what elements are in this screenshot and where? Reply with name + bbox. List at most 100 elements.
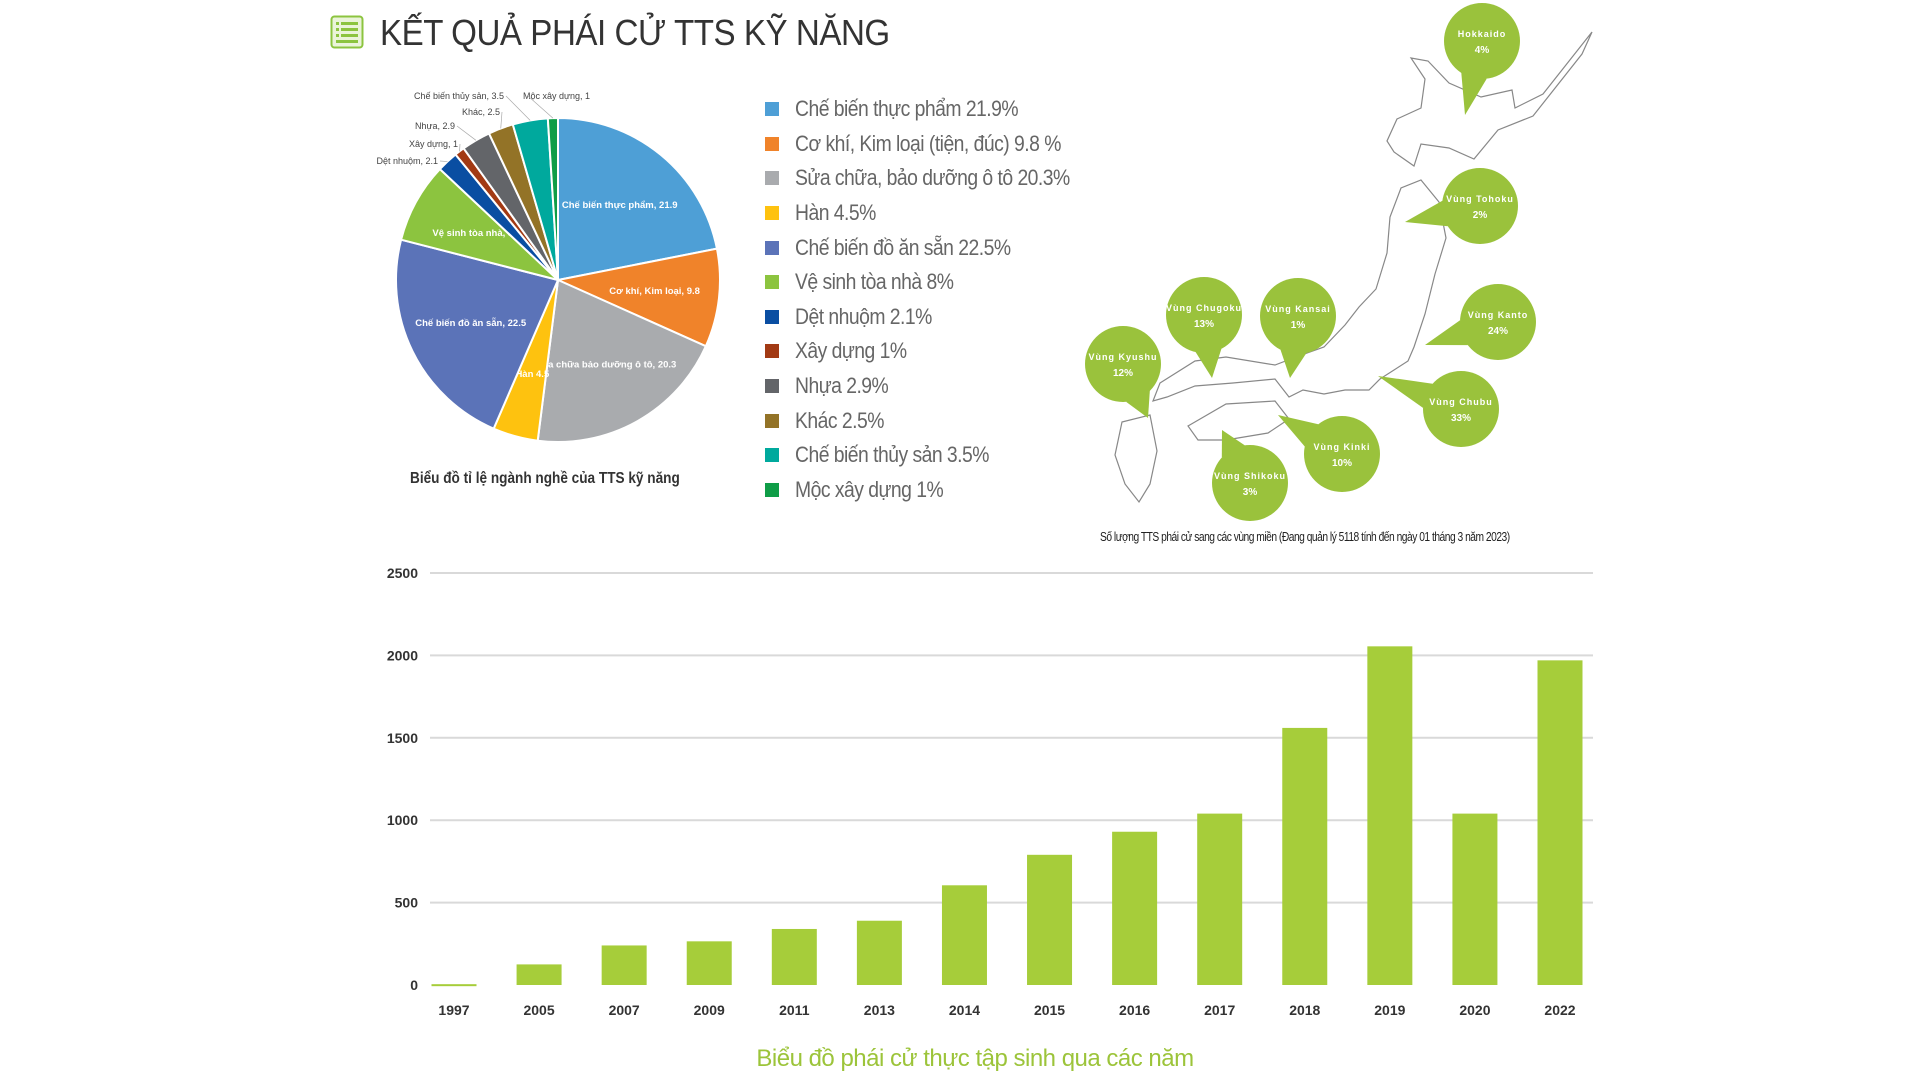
- region-value: 24%: [1488, 326, 1508, 337]
- pie-slice-label: Vệ sinh tòa nhà, 8: [432, 228, 513, 239]
- bar: [1537, 660, 1583, 985]
- y-tick-label: 1500: [387, 730, 418, 746]
- legend-item: Vệ sinh tòa nhà 8%: [765, 265, 1107, 300]
- legend-swatch: [765, 344, 779, 359]
- region-bubble: Vùng Kansai 1%: [1260, 278, 1336, 378]
- bar: [1027, 854, 1073, 985]
- region-name: Vùng Kansai: [1265, 304, 1331, 314]
- leader-line: [439, 160, 448, 162]
- leader-line: [527, 95, 554, 119]
- bubble-tail: [1280, 349, 1307, 378]
- pie-legend: Chế biến thực phẩm 21.9% Cơ khí, Kim loại…: [765, 92, 1107, 507]
- pie-slice-label: Dệt nhuộm, 2.1: [376, 156, 438, 166]
- legend-swatch: [765, 206, 779, 221]
- region-name: Vùng Kanto: [1468, 310, 1529, 320]
- legend-label: Dệt nhuộm 2.1%: [795, 303, 932, 329]
- bar: [1282, 727, 1328, 985]
- pie-slice-label: Nhựa, 2.9: [415, 121, 455, 131]
- pie-slice-label: Mộc xây dựng, 1: [523, 91, 590, 101]
- legend-swatch: [765, 136, 779, 151]
- pie-slice-label: Sửa chữa bảo dưỡng ô tô, 20.3: [535, 360, 676, 371]
- bubble-tail: [1425, 320, 1468, 346]
- legend-label: Chế biến đồ ăn sẵn 22.5%: [795, 234, 1011, 260]
- y-tick-label: 2000: [387, 647, 418, 663]
- legend-item: Hàn 4.5%: [765, 196, 1107, 231]
- pie-slice: [546, 116, 559, 281]
- region-bubble: Vùng Chubu 33%: [1378, 371, 1499, 447]
- region-value: 13%: [1194, 319, 1214, 330]
- bubble-circle: [1085, 326, 1161, 402]
- bubble-tail: [1126, 390, 1150, 418]
- x-tick-label: 2005: [523, 1002, 554, 1018]
- bar: [856, 920, 902, 985]
- region-value: 2%: [1473, 210, 1488, 221]
- region-bubble: Vùng Tohoku 2%: [1405, 168, 1518, 244]
- bar: [941, 885, 987, 985]
- legend-item: Cơ khí, Kim loại (tiện, đúc) 9.8 %: [765, 127, 1107, 162]
- island-outline: [1152, 179, 1447, 402]
- bar: [1197, 813, 1243, 985]
- legend-swatch: [765, 379, 779, 394]
- x-tick-label: 2022: [1544, 1002, 1575, 1018]
- region-bubble: Hokkaido 4%: [1444, 3, 1520, 115]
- leader-line: [456, 125, 477, 141]
- region-name: Vùng Kinki: [1314, 442, 1371, 452]
- legend-swatch: [765, 448, 779, 463]
- legend-item: Chế biến thực phẩm 21.9%: [765, 92, 1107, 127]
- pie-slice: [536, 278, 708, 443]
- pie-slice: [557, 116, 719, 282]
- pie-slice-label: Chế biến đồ ăn sẵn, 22.5: [415, 317, 527, 329]
- bar-chart: 0 500 1000 1500 2000 2500 1997 2005 2007 2009 2011…: [387, 565, 1593, 1018]
- legend-label: Nhựa 2.9%: [795, 373, 889, 399]
- page-title: KẾT QUẢ PHÁI CỬ TTS KỸ NĂNG: [380, 12, 890, 53]
- x-tick-label: 2011: [779, 1002, 810, 1018]
- x-tick-label: 2015: [1034, 1002, 1065, 1018]
- bubble-circle: [1260, 278, 1336, 354]
- bubble-circle: [1460, 284, 1536, 360]
- pie-slice-label: Chế biến thủy sản, 3.5: [414, 91, 504, 101]
- pie-slice-label: Xây dựng, 1: [409, 139, 458, 149]
- x-tick-label: 2016: [1119, 1002, 1150, 1018]
- region-bubble: Vùng Shikoku 3%: [1212, 430, 1288, 521]
- x-tick-label: 2017: [1204, 1002, 1235, 1018]
- region-value: 12%: [1113, 368, 1133, 379]
- legend-swatch: [765, 171, 779, 186]
- region-name: Vùng Chubu: [1429, 397, 1493, 407]
- legend-swatch: [765, 275, 779, 290]
- region-value: 4%: [1475, 45, 1490, 56]
- y-tick-label: 1000: [387, 812, 418, 828]
- legend-label: Hàn 4.5%: [795, 200, 876, 226]
- bar: [771, 928, 817, 985]
- bubble-circle: [1444, 3, 1520, 79]
- bubble-tail: [1405, 200, 1448, 227]
- bar: [1112, 831, 1158, 985]
- legend-item: Khác 2.5%: [765, 403, 1107, 438]
- region-name: Vùng Shikoku: [1214, 471, 1286, 481]
- bubble-circle: [1166, 277, 1242, 353]
- bar: [601, 945, 647, 985]
- bar: [1452, 813, 1498, 985]
- x-tick-label: 2007: [609, 1002, 640, 1018]
- legend-label: Xây dựng 1%: [795, 338, 907, 364]
- bar-chart-caption: Biểu đồ phái cử thực tập sinh qua các nă…: [756, 1045, 1194, 1072]
- leader-line: [505, 95, 531, 121]
- y-tick-label: 2500: [387, 565, 418, 581]
- bubble-circle: [1423, 371, 1499, 447]
- region-bubble: Vùng Chugoku 13%: [1166, 277, 1242, 378]
- y-tick-label: 500: [395, 895, 419, 911]
- legend-label: Chế biến thực phẩm 21.9%: [795, 96, 1019, 122]
- legend-item: Xây dựng 1%: [765, 334, 1107, 369]
- legend-label: Sửa chữa, bảo dưỡng ô tô 20.3%: [795, 165, 1070, 191]
- region-bubble: Vùng Kinki 10%: [1278, 415, 1380, 492]
- list-icon: [330, 15, 364, 49]
- bar: [1367, 646, 1413, 985]
- x-tick-label: 2009: [694, 1002, 725, 1018]
- legend-swatch: [765, 482, 779, 497]
- region-name: Vùng Kyushu: [1089, 352, 1158, 362]
- bubble-circle: [1304, 416, 1380, 492]
- legend-label: Mộc xây dựng 1%: [795, 476, 944, 502]
- leader-line: [500, 111, 503, 129]
- x-tick-label: 2013: [864, 1002, 895, 1018]
- region-bubble: Vùng Kanto 24%: [1425, 284, 1536, 360]
